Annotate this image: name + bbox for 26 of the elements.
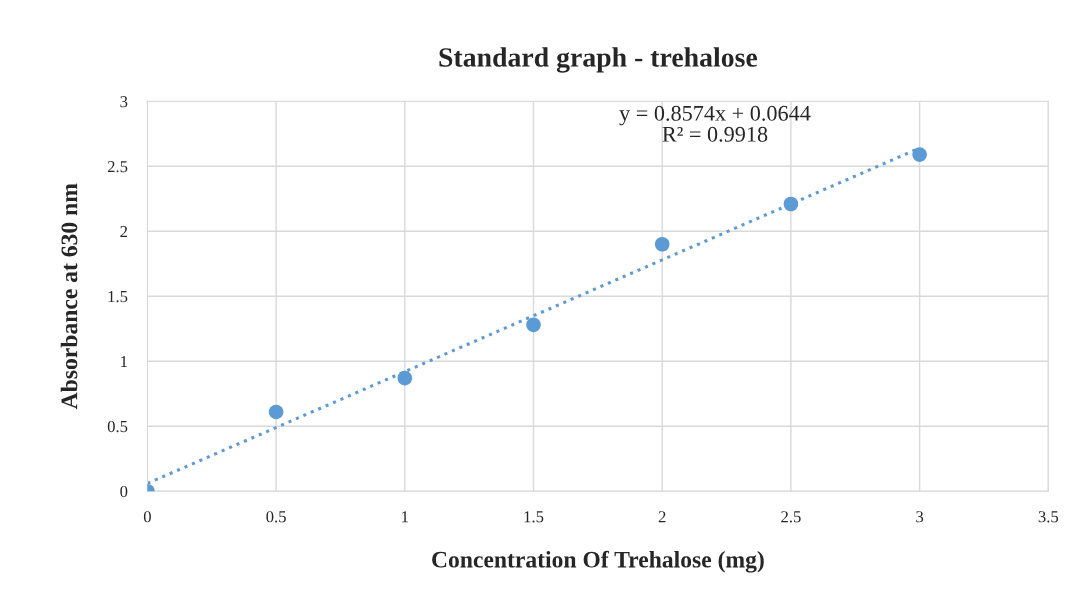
x-tick-label: 1.5 <box>524 511 544 523</box>
x-tick-label: 2 <box>658 511 666 523</box>
y-tick-label: 1.5 <box>108 291 128 303</box>
point <box>397 370 413 386</box>
y-axis-title: Absorbance at 630 nm <box>60 183 78 410</box>
y-tick-label: 0.5 <box>107 420 128 433</box>
point <box>783 196 799 212</box>
y-tick-label: 0 <box>120 485 128 498</box>
point <box>654 236 670 252</box>
x-tick-label: 0 <box>143 511 151 523</box>
x-tick-label: 1 <box>402 511 408 523</box>
y-tick-label: 3 <box>120 96 128 108</box>
point <box>526 317 541 333</box>
annotation: R² = 0.9918 <box>662 126 768 142</box>
x-tick-label: 3 <box>916 511 924 523</box>
x-axis-title: Concentration Of Trehalose (mg) <box>432 550 764 573</box>
y-tick-label: 2.5 <box>107 161 128 173</box>
x-tick-label: 3.5 <box>1038 511 1059 523</box>
y-tick-label: 1 <box>121 356 127 368</box>
point <box>268 404 284 420</box>
x-tick-label: 2.5 <box>781 511 801 523</box>
annotation: y = 0.8574x + 0.0644 <box>619 105 811 126</box>
y-tick-label: 2 <box>120 226 128 238</box>
chart-title: Standard graph - trehalose <box>439 47 758 73</box>
x-tick-label: 0.5 <box>266 511 286 523</box>
point <box>912 147 927 162</box>
